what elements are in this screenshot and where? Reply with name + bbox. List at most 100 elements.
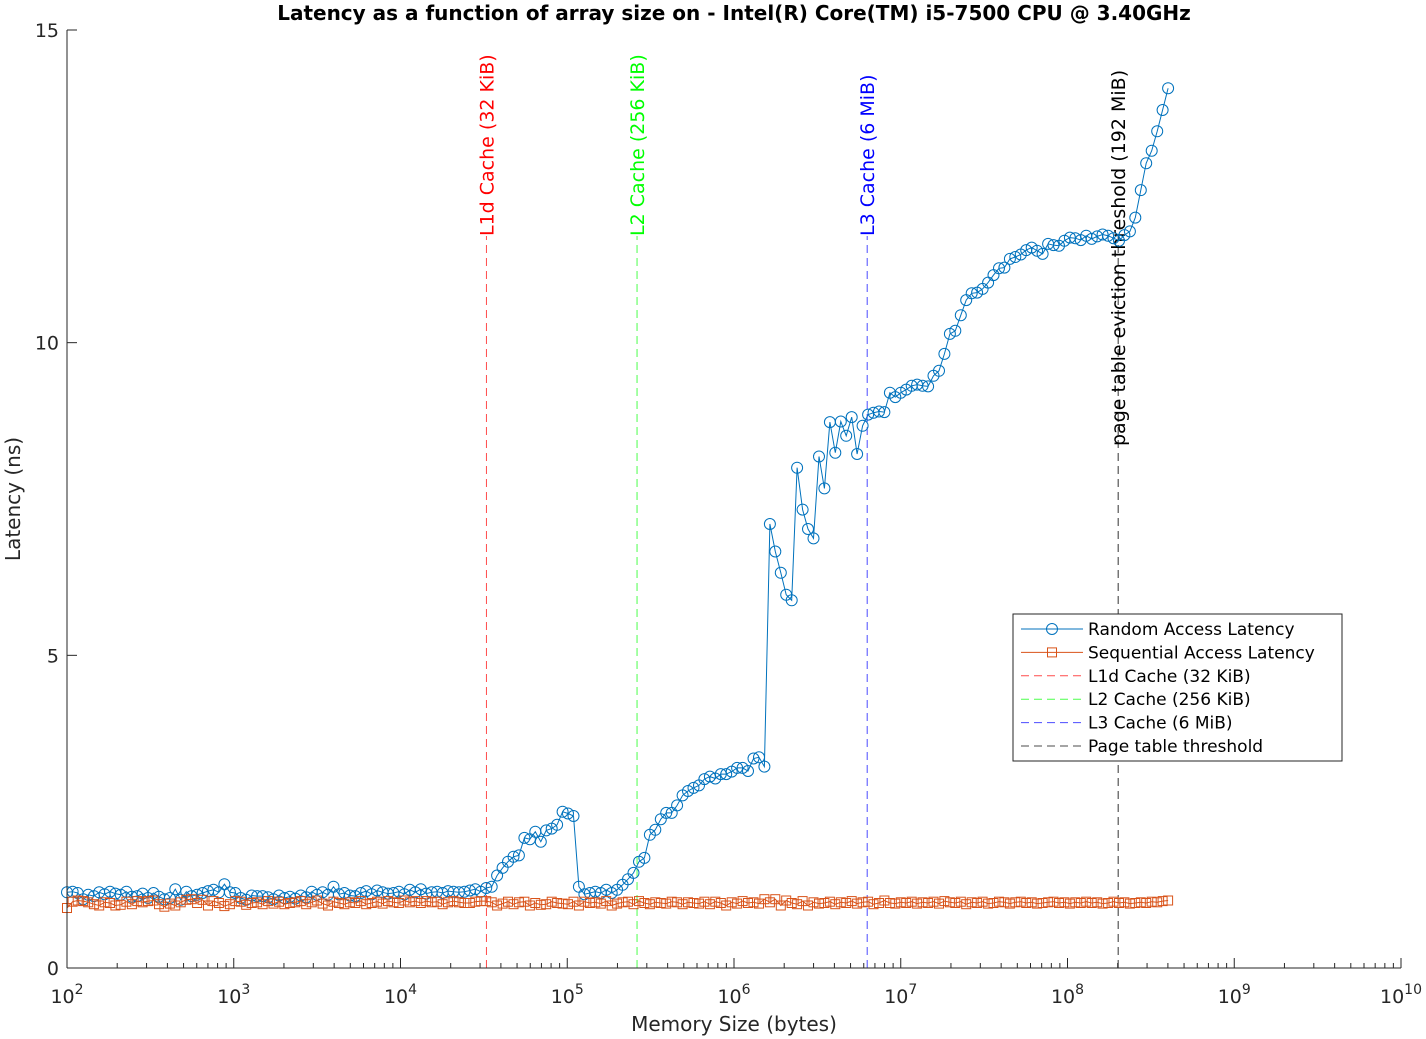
sequential-latency-point [175,897,186,908]
sequential-latency-point [241,899,252,910]
sequential-latency-point [279,899,290,910]
sequential-latency-point [475,896,486,907]
sequential-latency-point [955,896,966,907]
sequential-latency-point [743,898,753,908]
sequential-latency-point [677,899,688,910]
sequential-latency-point [770,894,781,905]
sequential-latency-point [573,900,584,911]
random-latency-point [1151,125,1164,138]
sequential-latency-point [606,900,617,911]
sequential-latency-point [1059,897,1070,908]
sequential-latency-point [650,897,661,908]
sequential-latency-point [557,898,568,909]
random-latency-point [316,886,329,899]
sequential-latency-point [857,897,868,908]
sequential-latency-point [295,896,306,907]
sequential-latency-point [901,898,912,908]
legend-label-3: L2 Cache (256 KiB) [1088,690,1251,710]
sequential-latency-point [1108,896,1119,907]
sequential-latency-point [1075,898,1086,908]
sequential-latency-point [503,896,513,907]
random-latency-point [104,885,116,898]
sequential-latency-point [939,896,950,907]
sequential-latency-point [67,896,78,907]
x-tick-label: 107 [884,982,917,1008]
sequential-latency-point [1114,898,1124,908]
sequential-latency-point [437,899,448,910]
random-latency-point [747,752,760,765]
random-latency-point [862,408,875,421]
sequential-latency-point [1070,897,1081,908]
sequential-latency-point [284,898,295,908]
random-latency-point [1047,239,1060,252]
series-line-1 [66,898,1169,909]
random-latency-point [818,482,831,495]
random-latency-point [185,890,198,903]
sequential-latency-point [672,897,683,908]
sequential-latency-point [1146,896,1157,907]
sequential-latency-point [94,900,105,911]
sequential-latency-point [410,896,421,907]
sequential-latency-point [639,898,650,908]
sequential-latency-point [443,897,453,908]
sequential-latency-point [710,896,721,907]
sequential-latency-point [192,898,203,908]
sequential-latency-point [530,898,541,908]
sequential-latency-point [312,895,323,906]
sequential-latency-point [906,896,917,907]
sequential-latency-point [748,897,759,908]
legend-label-2: L1d Cache (32 KiB) [1088,667,1251,687]
sequential-latency-point [257,899,268,910]
random-latency-point [938,347,951,360]
sequential-latency-point [1152,897,1163,908]
random-latency-point [480,882,493,894]
random-latency-point [1145,144,1158,157]
random-latency-point [1162,82,1175,95]
sequential-latency-point [350,898,361,908]
sequential-latency-point [1097,898,1108,909]
random-latency-point [627,866,640,879]
random-latency-point [993,262,1005,275]
random-latency-point [371,884,384,897]
sequential-latency-point [513,897,524,908]
sequential-latency-point [994,896,1004,907]
sequential-latency-point [546,896,557,907]
sequential-latency-point [781,895,792,906]
random-latency-point [763,518,776,530]
sequential-latency-point [121,896,132,907]
sequential-latency-point [704,899,715,910]
sequential-latency-point [333,898,344,908]
random-latency-point [682,785,694,797]
x-tick-label: 104 [384,982,417,1008]
sequential-latency-point [868,899,879,910]
sequential-latency-point [421,896,432,907]
sequential-latency-point [1026,897,1037,908]
sequential-latency-point [1092,897,1103,908]
random-latency-point [731,761,744,774]
random-latency-point [1036,247,1049,260]
random-latency-point [873,405,885,418]
sequential-latency-point [399,895,410,906]
sequential-latency-point [884,898,895,908]
sequential-latency-point [235,896,246,907]
sequential-latency-point [923,898,934,908]
reference-label-3: page table eviction threshold (192 MiB) [1108,70,1130,446]
random-latency-point [916,379,929,392]
random-latency-point [485,880,498,893]
sequential-latency-point [415,898,426,908]
random-latency-point [856,419,869,432]
sequential-latency-point [377,898,388,909]
sequential-latency-point [99,897,110,908]
sequential-latency-point [961,899,972,910]
sequential-latency-point [879,895,890,906]
sequential-latency-point [170,900,181,911]
sequential-latency-point [470,896,481,907]
sequential-latency-point [928,896,939,907]
random-latency-point [207,883,220,896]
sequential-latency-point [1043,897,1054,908]
sequential-latency-point [361,899,372,910]
sequential-latency-point [72,895,83,906]
sequential-latency-point [301,899,312,910]
sequential-latency-point [863,896,874,907]
sequential-latency-point [252,897,263,908]
